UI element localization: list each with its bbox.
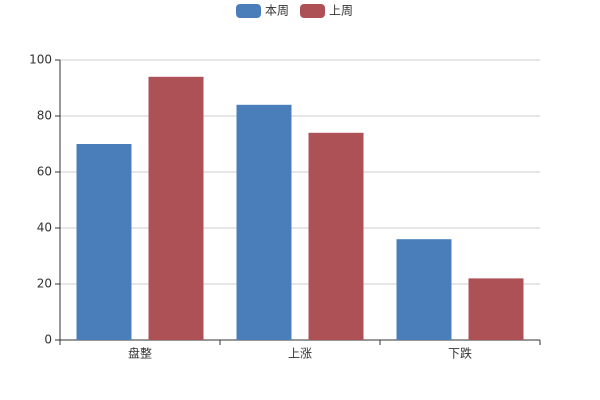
- legend-swatch[interactable]: [300, 4, 325, 18]
- legend-label[interactable]: 上周: [329, 4, 353, 18]
- y-tick-label: 0: [44, 333, 52, 347]
- x-tick-label: 下跌: [448, 346, 472, 361]
- bar[interactable]: [76, 144, 132, 340]
- bar[interactable]: [396, 239, 452, 340]
- legend-swatch[interactable]: [236, 4, 261, 18]
- x-tick-label: 盘整: [128, 346, 152, 361]
- legend-label[interactable]: 本周: [265, 4, 289, 18]
- y-tick-label: 80: [37, 109, 52, 123]
- bar[interactable]: [148, 76, 204, 341]
- y-tick-label: 100: [29, 53, 52, 67]
- y-tick-label: 60: [37, 165, 52, 179]
- bar[interactable]: [308, 132, 364, 340]
- bar[interactable]: [468, 278, 524, 340]
- y-tick-label: 20: [37, 277, 52, 291]
- bar[interactable]: [236, 104, 292, 340]
- y-tick-label: 40: [37, 221, 52, 235]
- x-tick-label: 上涨: [288, 346, 312, 361]
